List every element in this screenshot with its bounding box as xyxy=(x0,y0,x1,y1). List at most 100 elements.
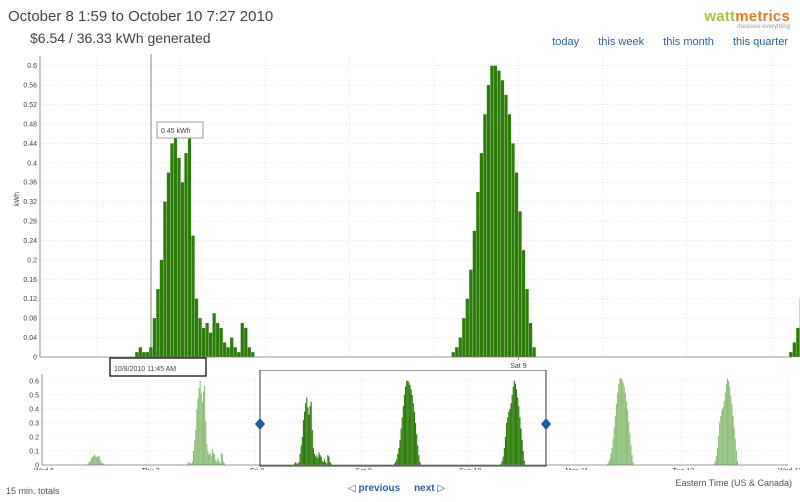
main-bar[interactable] xyxy=(244,327,248,357)
main-bar[interactable] xyxy=(201,327,206,357)
main-bar[interactable] xyxy=(173,123,178,357)
overview-bar xyxy=(323,459,326,465)
overview-bar xyxy=(194,440,196,465)
overview-bar xyxy=(509,408,511,465)
overview-bar xyxy=(407,380,409,465)
main-bar[interactable] xyxy=(170,143,174,357)
main-bar[interactable] xyxy=(504,94,508,357)
overview-right-handle-icon[interactable] xyxy=(541,418,551,430)
overview-bar xyxy=(303,411,306,465)
overview-bar xyxy=(522,450,524,465)
main-ytick-label: 0.6 xyxy=(27,63,37,70)
main-bar[interactable] xyxy=(187,138,192,357)
overview-bar xyxy=(328,456,330,465)
main-bar[interactable] xyxy=(521,250,526,357)
overview-bar xyxy=(305,403,307,465)
main-bar[interactable] xyxy=(191,235,195,357)
main-bar[interactable] xyxy=(226,347,230,357)
main-bar[interactable] xyxy=(465,298,469,357)
main-bar[interactable] xyxy=(507,114,512,358)
main-bar[interactable] xyxy=(528,323,533,357)
nav-today-link[interactable]: today xyxy=(552,36,580,48)
main-bar[interactable] xyxy=(796,327,800,357)
main-bar[interactable] xyxy=(483,114,487,358)
overview-ytick-label: 0.6 xyxy=(29,378,39,385)
overview-bar xyxy=(199,380,201,465)
overview-bar xyxy=(721,410,723,465)
main-bar[interactable] xyxy=(493,65,498,357)
overview-bar xyxy=(725,384,727,465)
overview-bar xyxy=(418,455,420,465)
main-bar[interactable] xyxy=(532,347,536,357)
main-bar[interactable] xyxy=(472,230,476,357)
main-bar[interactable] xyxy=(251,352,255,357)
nav-this-month-link[interactable]: this month xyxy=(663,36,714,48)
overview-bar xyxy=(297,463,299,465)
main-bar[interactable] xyxy=(511,143,515,357)
previous-button[interactable]: ◁ previous xyxy=(348,483,401,494)
main-bar[interactable] xyxy=(152,318,156,357)
main-bar[interactable] xyxy=(145,352,149,357)
main-bar[interactable] xyxy=(479,153,483,357)
overview-bar xyxy=(735,450,737,465)
main-bar[interactable] xyxy=(166,172,171,357)
overview-bar xyxy=(393,463,396,465)
main-bar[interactable] xyxy=(159,259,164,357)
nav-this-quarter-link[interactable]: this quarter xyxy=(732,36,788,48)
overview-bar xyxy=(205,421,207,465)
main-bar[interactable] xyxy=(135,352,139,357)
main-bar[interactable] xyxy=(525,289,529,357)
main-bar[interactable] xyxy=(469,269,473,357)
overview-bar xyxy=(630,444,632,465)
logo-tagline: measure everything xyxy=(737,24,790,30)
main-bar[interactable] xyxy=(223,342,227,357)
next-button[interactable]: next ▷ xyxy=(414,483,446,494)
main-bar[interactable] xyxy=(142,352,146,357)
main-bar[interactable] xyxy=(240,323,244,357)
main-bar[interactable] xyxy=(455,347,459,357)
overview-bar xyxy=(504,436,507,465)
main-bar[interactable] xyxy=(184,153,188,357)
main-bar[interactable] xyxy=(518,211,522,357)
main-bar[interactable] xyxy=(458,337,462,357)
overview-bar xyxy=(301,436,303,465)
main-bar[interactable] xyxy=(198,318,202,357)
main-bar[interactable] xyxy=(205,323,209,357)
main-bar[interactable] xyxy=(138,347,142,357)
main-bar[interactable] xyxy=(219,327,223,357)
main-bar[interactable] xyxy=(180,182,185,357)
main-bar[interactable] xyxy=(500,80,505,357)
main-bar[interactable] xyxy=(792,342,796,357)
main-bar[interactable] xyxy=(789,352,793,357)
overview-bar xyxy=(412,403,414,465)
overview-bar xyxy=(733,427,735,465)
main-bar[interactable] xyxy=(233,347,237,357)
overview-chart[interactable]: 0 0.1 0.2 0.3 0.4 0.5 0.6 Wed 6 Thu 7 Fri 8 Sat 9 S… xyxy=(0,370,800,470)
main-bar[interactable] xyxy=(230,337,234,357)
overview-bar xyxy=(206,443,208,465)
main-bar[interactable] xyxy=(212,313,216,357)
main-bar[interactable] xyxy=(216,323,220,357)
main-bar[interactable] xyxy=(209,332,213,357)
main-bar[interactable] xyxy=(451,352,455,357)
overview-bar xyxy=(302,420,304,465)
main-chart[interactable]: kWh 0 0.04 0.08 0.12 0.16 0.2 0.24 0.28 0.32 0.36… xyxy=(0,48,800,378)
main-bar[interactable] xyxy=(514,172,519,357)
main-bar[interactable] xyxy=(237,352,241,357)
main-bar[interactable] xyxy=(490,65,494,357)
main-bar[interactable] xyxy=(247,347,251,357)
overview-bar xyxy=(506,422,508,465)
overview-bar xyxy=(98,455,100,465)
overview-bar xyxy=(398,448,400,465)
main-bar[interactable] xyxy=(476,191,480,357)
main-bar[interactable] xyxy=(177,157,181,357)
main-bar[interactable] xyxy=(194,298,199,357)
main-bar[interactable] xyxy=(163,201,167,357)
main-bar[interactable] xyxy=(462,318,466,357)
main-bar[interactable] xyxy=(156,289,160,357)
main-bar[interactable] xyxy=(497,70,501,357)
overview-bar xyxy=(519,417,521,465)
main-bar[interactable] xyxy=(486,85,491,357)
nav-this-week-link[interactable]: this week xyxy=(598,36,645,48)
overview-left-handle-icon[interactable] xyxy=(255,418,265,430)
